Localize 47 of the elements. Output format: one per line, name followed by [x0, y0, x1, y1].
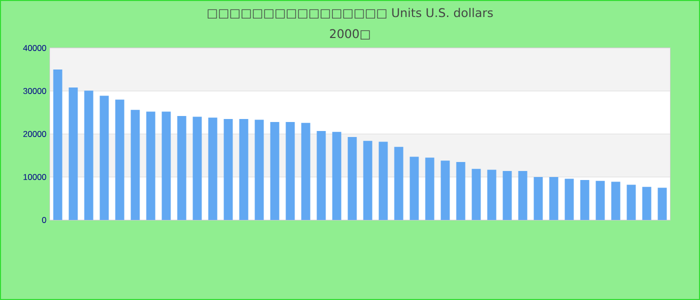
bar — [316, 130, 326, 220]
bar — [626, 184, 636, 220]
bar — [596, 180, 605, 220]
bar — [394, 146, 404, 220]
bar — [68, 88, 78, 220]
chart-subtitle: 2000□ — [330, 29, 370, 40]
bar — [53, 69, 62, 220]
bar — [208, 118, 218, 220]
bar — [534, 177, 543, 220]
bar — [642, 186, 652, 220]
bar — [487, 170, 496, 220]
bar — [84, 90, 94, 220]
bar — [658, 188, 667, 220]
bar — [192, 116, 202, 220]
bar — [410, 156, 419, 220]
bar — [224, 118, 233, 220]
bar — [456, 162, 466, 220]
chart-title: □□□□□□□□□□□□□□□□ Units U.S. dollars — [208, 8, 493, 18]
bar — [425, 158, 434, 220]
bar — [115, 100, 124, 220]
bar — [363, 140, 372, 220]
bar — [239, 118, 248, 220]
bar — [130, 110, 140, 220]
bar — [301, 122, 310, 220]
bar — [378, 142, 388, 220]
bar — [549, 177, 558, 220]
y-tick-label: 10000 — [24, 174, 46, 180]
bar — [286, 122, 295, 220]
bar — [472, 168, 481, 220]
bar — [564, 178, 574, 220]
bar — [270, 122, 280, 220]
bar — [177, 116, 186, 220]
bar — [580, 180, 590, 220]
bar — [348, 137, 357, 220]
bar — [146, 112, 156, 220]
y-tick-label: 30000 — [23, 88, 46, 94]
bar — [440, 160, 450, 220]
y-tick-label: 0 — [42, 217, 46, 223]
bar — [332, 132, 342, 220]
bar — [518, 170, 528, 220]
bar — [254, 120, 264, 220]
y-tick-label: 40000 — [23, 45, 46, 51]
bar — [162, 112, 171, 220]
y-tick-label: 20000 — [23, 131, 46, 137]
bar — [611, 182, 620, 220]
bar — [502, 170, 512, 220]
bar — [100, 96, 109, 220]
